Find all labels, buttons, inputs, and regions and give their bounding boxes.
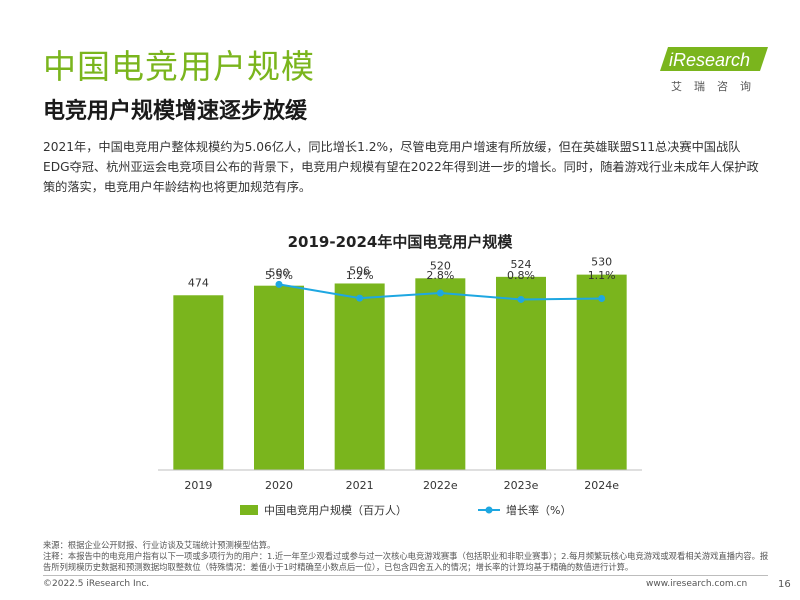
growth-point-2022e	[436, 289, 444, 297]
bar-value-label: 520	[430, 259, 451, 272]
iresearch-logo: iResearch 艾瑞咨询	[660, 45, 770, 95]
growth-value-label: 0.8%	[507, 269, 535, 282]
note-text: 注释：本报告中的电竞用户指有以下一项或多项行为的用户：1.近一年至少观看过或参与…	[43, 551, 769, 572]
page-number: 16	[778, 579, 791, 590]
legend-line-marker	[485, 506, 493, 514]
x-tick-label: 2024e	[584, 479, 619, 492]
legend-bar-swatch	[240, 505, 258, 515]
bar-value-label: 506	[349, 264, 370, 277]
logo-tagline: 艾瑞咨询	[671, 80, 763, 93]
growth-value-label: 5.5%	[265, 269, 293, 282]
x-tick-label: 2022e	[423, 479, 458, 492]
growth-point-2020	[275, 280, 283, 288]
source-text: 来源：根据企业公开财报、行业访谈及艾瑞统计预测模型估算。	[43, 540, 276, 550]
growth-value-label: 2.8%	[426, 269, 454, 282]
source-notes: 来源：根据企业公开财报、行业访谈及艾瑞统计预测模型估算。 注释：本报告中的电竞用…	[43, 540, 773, 573]
svg-text:iResearch: iResearch	[669, 50, 750, 70]
bar-value-label: 474	[188, 276, 209, 289]
page-subtitle: 电竞用户规模增速逐步放缓	[43, 99, 308, 124]
x-tick-label: 2020	[265, 479, 293, 492]
x-tick-label: 2019	[184, 479, 212, 492]
bar-value-label: 530	[591, 256, 612, 269]
bar-value-label: 524	[511, 258, 532, 271]
growth-value-label: 1.2%	[346, 269, 374, 282]
page-title: 中国电竞用户规模	[43, 47, 315, 86]
growth-point-2021	[356, 294, 364, 302]
website-link[interactable]: www.iresearch.com.cn	[646, 579, 748, 589]
footer-divider	[43, 575, 768, 576]
bar-2021	[334, 283, 385, 470]
x-tick-label: 2023e	[504, 479, 539, 492]
growth-point-2024e	[598, 294, 606, 302]
iresearch-logo-mark: iResearch	[660, 47, 768, 71]
bar-2019	[173, 295, 224, 470]
bar-2023e	[496, 276, 546, 470]
legend-bar-label: 中国电竞用户规模（百万人）	[264, 503, 407, 517]
bar-2022e	[415, 278, 466, 470]
x-tick-label: 2021	[346, 479, 374, 492]
intro-paragraph: 2021年，中国电竞用户整体规模约为5.06亿人，同比增长1.2%，尽管电竞用户…	[43, 140, 759, 194]
chart-title: 2019-2024年中国电竞用户规模	[288, 233, 514, 251]
growth-value-label: 1.1%	[588, 269, 616, 282]
growth-point-2023e	[517, 295, 525, 303]
copyright: ©2022.5 iResearch Inc.	[43, 579, 150, 589]
legend-line-label: 增长率（%）	[506, 503, 571, 517]
bar-2024e	[576, 274, 627, 470]
bar-2020	[254, 285, 304, 470]
bar-value-label: 500	[269, 267, 290, 280]
